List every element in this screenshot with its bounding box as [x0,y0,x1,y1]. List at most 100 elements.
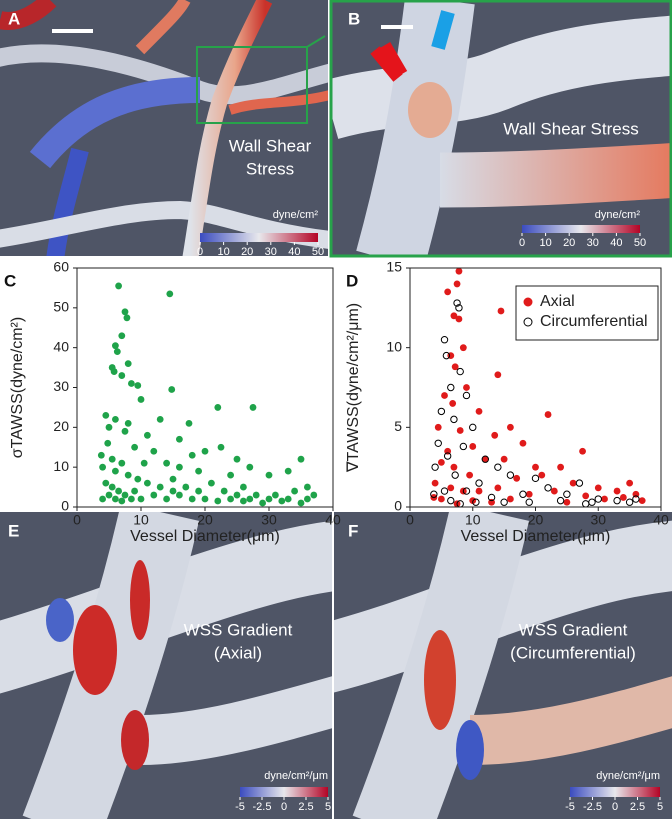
point [443,452,452,460]
point [252,491,260,499]
point [297,499,305,507]
plot-frame [409,267,662,508]
point [613,496,621,505]
point [507,423,514,431]
colorbar-tick-label: 20 [241,246,253,258]
colorbar-tick-label: 5 [657,801,663,813]
point [441,392,448,399]
point [475,479,483,487]
colorbar-tick-label: 50 [312,246,324,258]
y-tick-label: 50 [53,299,69,315]
point [127,495,135,503]
point [594,495,602,503]
colorbar-unit: dyne/cm² [273,209,319,221]
point [487,493,496,502]
point [124,360,132,367]
caption: Stress [246,159,294,178]
point [265,495,273,503]
point [214,404,222,411]
colorbar-tick-label: -5 [565,801,575,813]
point [297,455,305,463]
point [127,380,135,387]
point [246,463,254,471]
colorbar-tick-label: 50 [634,237,646,249]
point [201,495,209,503]
point [188,451,196,459]
x-tick-label: 10 [465,512,481,528]
x-tick-label: 20 [528,512,544,528]
point [491,431,499,439]
colorbar-tick-label: 5 [325,801,331,813]
legend-marker [523,297,533,307]
point [185,419,193,427]
colorbar-tick-label: 2.5 [630,801,645,813]
point [112,415,119,423]
point [450,312,458,320]
point [168,386,176,393]
point [156,415,164,423]
y-tick-label: 10 [386,338,402,354]
point [431,479,439,487]
point [450,463,458,471]
point [176,491,183,499]
colorbar-tick-label: 30 [587,237,599,249]
point [227,471,235,479]
colorbar [570,787,660,797]
panel-label: E [8,521,19,540]
point [115,282,122,290]
colorbar-tick-label: -2.5 [583,801,602,813]
point [455,315,463,323]
x-tick-label: 0 [406,512,414,528]
point [227,495,235,503]
point [233,491,241,499]
point [124,471,132,479]
point [459,442,468,451]
x-tick-label: 10 [133,512,149,528]
point [310,491,318,499]
colorbar-tick-label: 40 [288,246,300,258]
legend-marker [523,317,533,327]
point [563,498,571,506]
point [588,498,596,506]
point [166,290,174,298]
colorbar-tick-label: 0 [612,801,618,813]
point [284,495,292,503]
point [97,451,105,459]
point [131,487,139,495]
point [507,495,514,503]
x-tick-label: 40 [325,512,341,528]
y-axis-label: σTAWSS(dyne/cm²) [9,317,26,458]
x-tick-label: 30 [261,512,277,528]
colorbar-tick-label: 10 [539,237,551,249]
y-axis-label: ∇TAWSS(dyne/cm²/μm) [345,303,362,473]
point [638,497,646,505]
point [513,474,521,482]
point [442,351,451,360]
point [481,455,489,463]
colorbar-tick-label: 20 [563,237,575,249]
point [440,336,449,344]
point [265,471,273,479]
point [113,348,121,356]
y-tick-label: 0 [61,498,69,514]
point [475,408,483,415]
point [105,491,113,499]
point [123,314,131,322]
point [284,467,292,475]
point [112,467,119,475]
colorbar [200,233,318,242]
point [110,368,118,375]
point [176,463,183,471]
y-tick-label: 20 [53,418,69,434]
caption: WSS Gradient [519,620,628,639]
point [134,475,142,483]
legend-label: Axial [540,293,575,310]
point [538,471,546,479]
y-tick-label: 30 [53,378,69,394]
point [481,455,489,463]
point [469,443,477,450]
point [472,498,480,506]
point [544,411,552,418]
y-tick-label: 0 [394,498,402,514]
point [500,498,508,506]
